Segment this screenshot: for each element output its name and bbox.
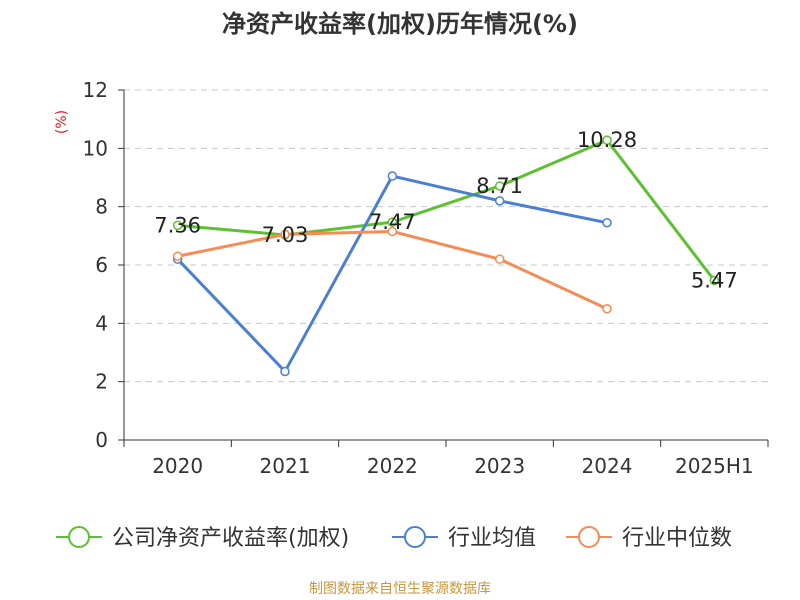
x-tick-label: 2025H1 bbox=[675, 454, 754, 478]
legend-item: 公司净资产收益率(加权) bbox=[56, 526, 349, 551]
x-tick-label: 2021 bbox=[260, 454, 311, 478]
data-point bbox=[709, 275, 720, 286]
chart-title: 净资产收益率(加权)历年情况(%) bbox=[222, 10, 578, 38]
data-point bbox=[494, 181, 505, 191]
data-point bbox=[387, 226, 398, 237]
data-point bbox=[172, 251, 183, 261]
data-point bbox=[602, 304, 612, 314]
y-tick-label: 4 bbox=[95, 311, 108, 335]
legend-marker bbox=[68, 526, 90, 548]
y-tick-label: 8 bbox=[95, 195, 108, 219]
source-note: 制图数据来自恒生聚源数据库 bbox=[309, 581, 491, 597]
x-tick-label: 2023 bbox=[474, 454, 525, 478]
data-label: 7.03 bbox=[262, 223, 309, 247]
data-point bbox=[172, 220, 183, 231]
data-point bbox=[602, 217, 612, 228]
data-point bbox=[280, 229, 290, 240]
data-label: 7.36 bbox=[154, 213, 201, 237]
series-1 bbox=[172, 135, 720, 286]
legend-item: 行业中位数 bbox=[566, 526, 732, 551]
series-line bbox=[176, 174, 608, 373]
legend-marker bbox=[578, 526, 600, 548]
series-3 bbox=[172, 226, 612, 314]
legend-label: 行业均值 bbox=[448, 526, 536, 551]
series-line bbox=[177, 229, 608, 311]
data-point bbox=[494, 254, 505, 264]
legend-label: 行业中位数 bbox=[622, 526, 732, 551]
data-label: 5.47 bbox=[691, 268, 738, 292]
legend-marker bbox=[404, 526, 426, 548]
data-point bbox=[602, 135, 612, 145]
series-line bbox=[177, 138, 716, 282]
data-point bbox=[387, 217, 398, 227]
legend-label: 公司净资产收益率(加权) bbox=[112, 526, 349, 551]
x-tick-label: 2024 bbox=[582, 454, 633, 478]
x-tick-label: 2020 bbox=[152, 454, 203, 478]
x-tick-label: 2022 bbox=[367, 454, 418, 478]
legend-item: 行业均值 bbox=[392, 526, 536, 551]
data-label: 10.28 bbox=[577, 128, 637, 152]
data-label: 8.71 bbox=[476, 174, 523, 198]
y-tick-label: 2 bbox=[95, 370, 108, 394]
y-tick-label: 6 bbox=[95, 253, 108, 277]
data-point bbox=[280, 366, 290, 377]
y-tick-label: 10 bbox=[83, 136, 108, 160]
y-tick-label: 0 bbox=[95, 428, 108, 452]
data-point bbox=[494, 196, 505, 206]
data-label: 7.47 bbox=[369, 210, 416, 234]
data-point bbox=[387, 171, 398, 181]
y-tick-label: 12 bbox=[83, 78, 108, 102]
series-2 bbox=[172, 171, 612, 377]
